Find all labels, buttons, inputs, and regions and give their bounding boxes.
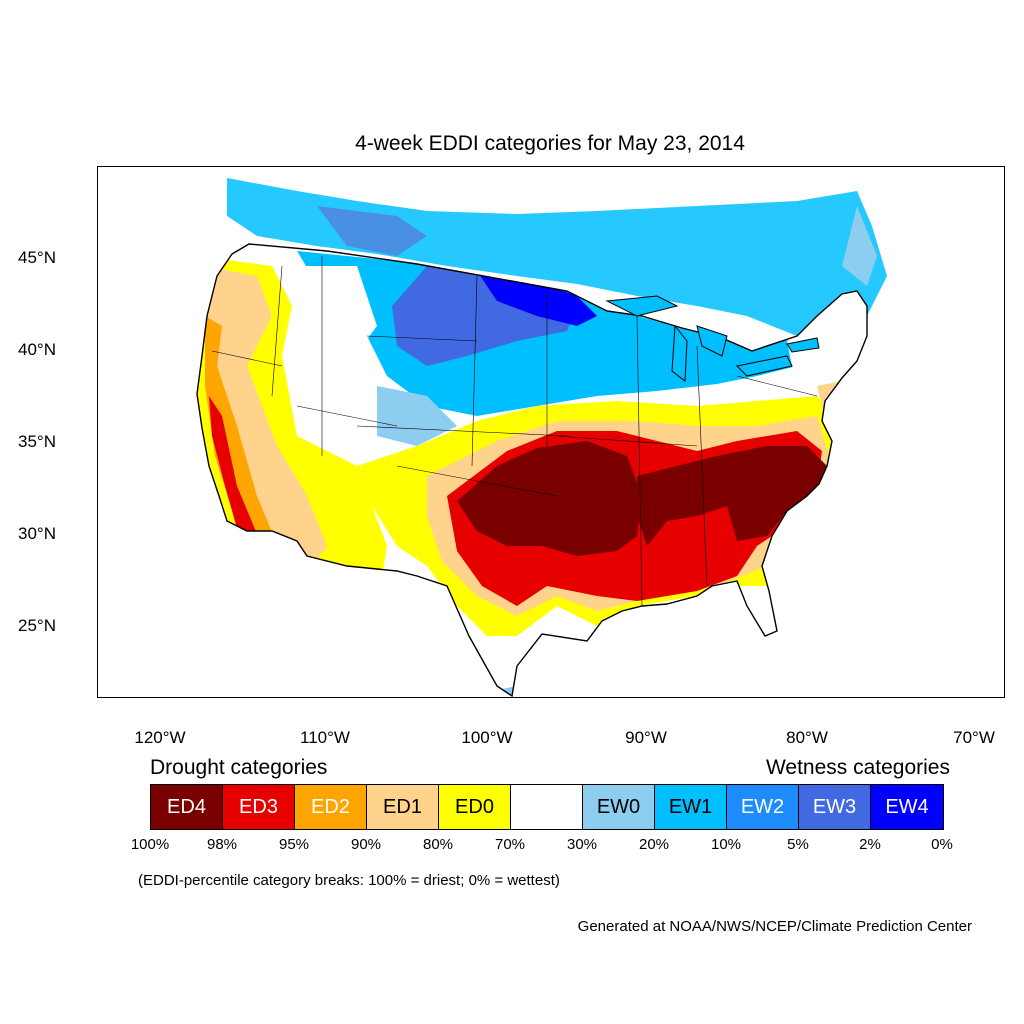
legend-box-ew3: EW3 [799, 785, 871, 829]
lat-label-40: 40°N [18, 340, 56, 359]
legend-box-ew1: EW1 [655, 785, 727, 829]
legend-box-ew4: EW4 [871, 785, 943, 829]
lon-label-70: 70°W [953, 728, 995, 747]
lat-label-35: 35°N [18, 432, 56, 451]
category-legend: ED4 ED3 ED2 ED1 ED0 EW0 EW1 EW2 EW3 EW4 [150, 784, 944, 830]
legend-box-ew0: EW0 [583, 785, 655, 829]
lon-label-110: 110°W [300, 728, 350, 747]
drought-categories-heading: Drought categories [150, 756, 328, 779]
eddi-map [97, 166, 1005, 698]
legend-box-ed1: ED1 [367, 785, 439, 829]
percentile-label: 70% [494, 836, 526, 853]
state-lines [211, 256, 818, 607]
great-lakes [605, 295, 820, 382]
percentile-label: 0% [931, 836, 953, 853]
percentile-label: 90% [350, 836, 382, 853]
legend-box-ed4: ED4 [151, 785, 223, 829]
boundaries [196, 243, 868, 698]
legend-box-ed3: ED3 [223, 785, 295, 829]
legend-box-neutral [511, 785, 583, 829]
percentile-note: (EDDI-percentile category breaks: 100% =… [138, 872, 560, 889]
lon-label-90: 90°W [625, 728, 667, 747]
percentile-label: 10% [710, 836, 742, 853]
percentile-label: 80% [422, 836, 454, 853]
percentile-label: 95% [278, 836, 310, 853]
legend-box-ed2: ED2 [295, 785, 367, 829]
percentile-label: 100% [130, 836, 170, 853]
percentile-label: 98% [206, 836, 238, 853]
percentile-label: 30% [566, 836, 598, 853]
percentile-label: 2% [859, 836, 881, 853]
lon-label-100: 100°W [461, 728, 513, 747]
credit-text: Generated at NOAA/NWS/NCEP/Climate Predi… [577, 918, 972, 935]
percentile-label: 5% [787, 836, 809, 853]
percentile-label: 20% [638, 836, 670, 853]
legend-box-ed0: ED0 [439, 785, 511, 829]
canada-wet-area [227, 178, 887, 366]
legend-box-ew2: EW2 [727, 785, 799, 829]
wetness-categories-heading: Wetness categories [765, 756, 950, 779]
lat-label-25: 25°N [18, 616, 56, 635]
lon-label-80: 80°W [786, 728, 828, 747]
lat-label-30: 30°N [18, 524, 56, 543]
map-title: 4-week EDDI categories for May 23, 2014 [355, 132, 745, 155]
drought-core-ed4 [457, 441, 642, 556]
lat-label-45: 45°N [18, 248, 56, 267]
lon-label-120: 120°W [134, 728, 186, 747]
